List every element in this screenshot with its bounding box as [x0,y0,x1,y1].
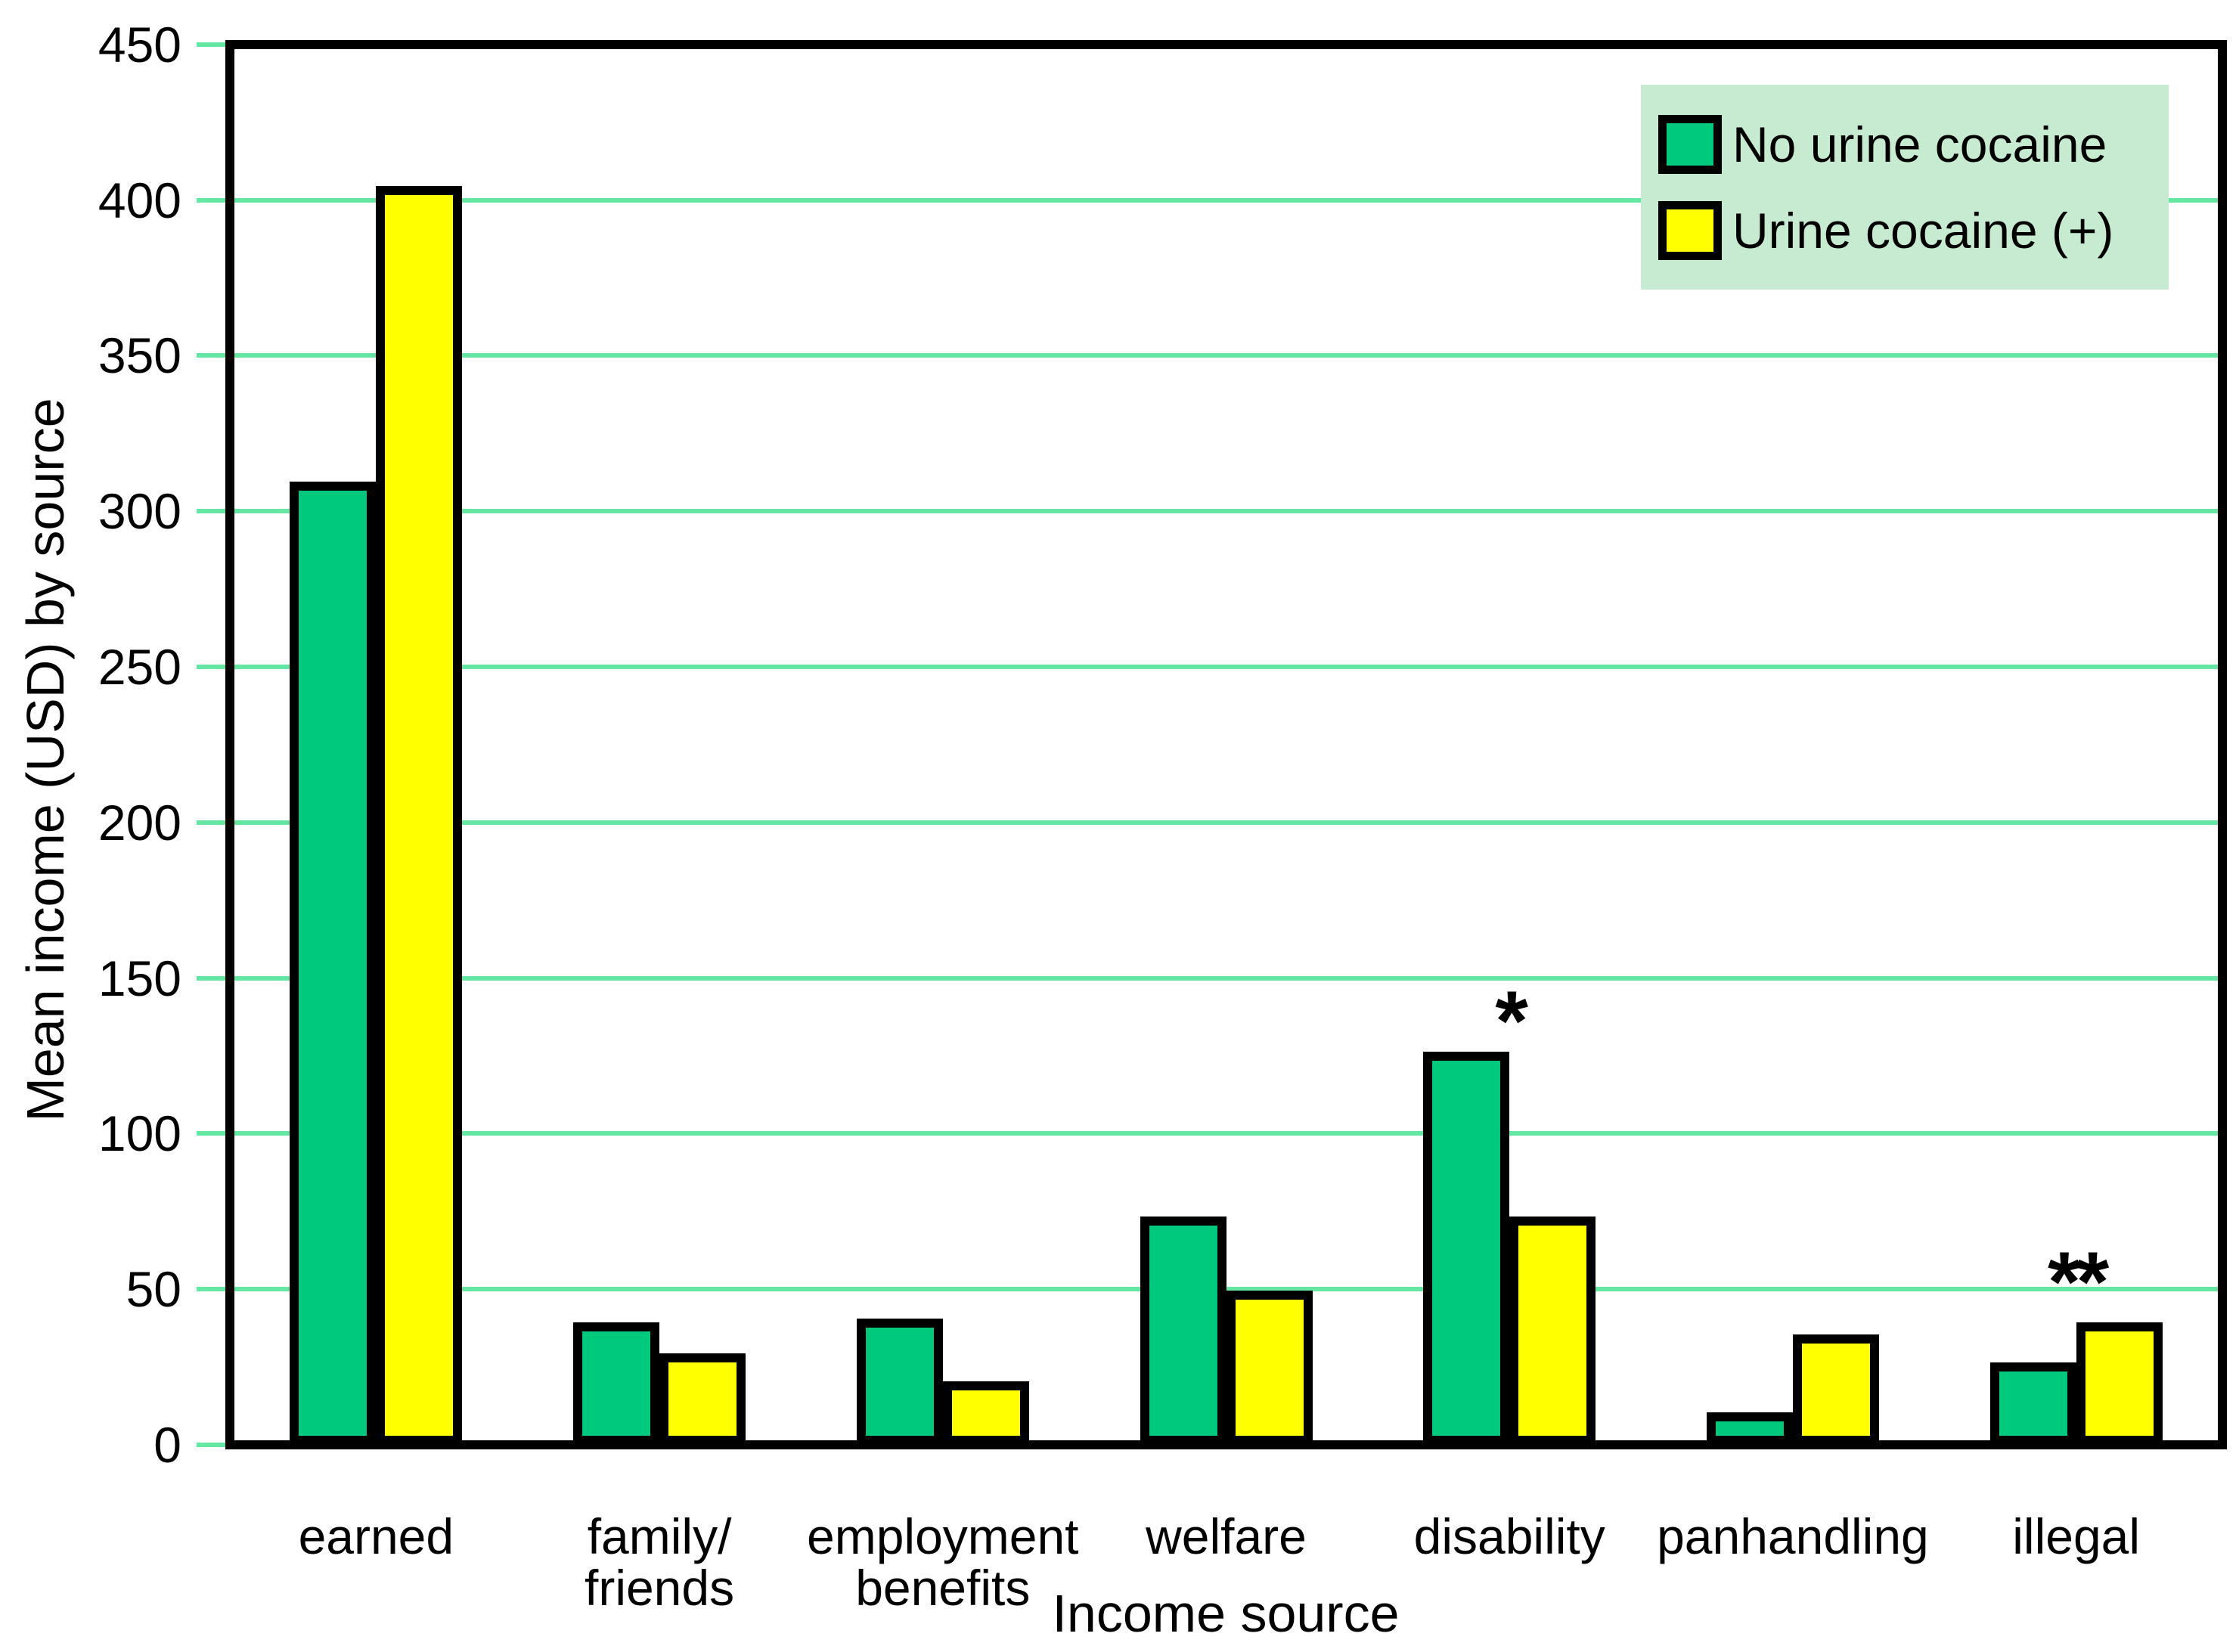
legend-item: No urine cocaine [1658,114,2169,174]
y-tick [197,1131,225,1136]
y-tick [197,1287,225,1292]
x-category-label: earned [298,1508,454,1564]
legend-swatch [1658,200,1722,260]
bar-yellow [942,1381,1029,1445]
bar-yellow [1226,1291,1313,1445]
x-axis-title: Income source [1052,1584,1400,1643]
bar-yellow [1509,1216,1596,1445]
y-tick-label: 250 [98,639,181,695]
gridline [234,1131,2218,1136]
y-tick [197,509,225,514]
legend-item: Urine cocaine (+) [1658,200,2169,260]
x-category-label: disability [1413,1508,1605,1564]
x-category-label: family/ friends [585,1508,735,1616]
legend-label: Urine cocaine (+) [1732,202,2114,259]
y-tick-label: 100 [98,1105,181,1162]
gridline [234,975,2218,981]
y-tick [197,353,225,358]
bar-green [290,482,377,1445]
y-tick-label: 50 [126,1261,181,1318]
x-category-label: illegal [2012,1508,2141,1564]
significance-marker: ** [2048,1235,2109,1330]
gridline [234,820,2218,825]
bar-yellow [659,1353,746,1445]
x-category-label: employment benefits [807,1508,1079,1616]
gridline [234,665,2218,669]
x-category-label: welfare [1146,1508,1307,1564]
gridline [234,197,2218,203]
y-tick-label: 200 [98,794,181,851]
bar-green [573,1322,660,1445]
y-tick [197,820,225,825]
legend-label: No urine cocaine [1732,116,2107,172]
bar-yellow [376,186,463,1445]
y-tick [197,1443,225,1447]
bar-yellow [2076,1322,2163,1445]
bar-green [1140,1216,1226,1445]
y-tick-label: 150 [98,950,181,1006]
legend: No urine cocaine Urine cocaine (+) [1641,85,2169,290]
bar-green [1706,1412,1793,1445]
gridline [234,1287,2218,1292]
y-tick-label: 300 [98,483,181,540]
gridline [234,509,2218,514]
y-tick [197,197,225,203]
bar-green [1423,1051,1510,1445]
y-tick-label: 0 [154,1417,181,1473]
y-tick [197,665,225,669]
bar-green [856,1319,943,1445]
y-tick-label: 400 [98,172,181,228]
x-category-label: panhandling [1657,1508,1929,1564]
significance-marker: * [1495,973,1528,1068]
gridline [234,353,2218,358]
y-tick [197,42,225,47]
y-tick-label: 450 [98,16,181,73]
legend-swatch [1658,114,1722,174]
y-tick [197,975,225,981]
bar-green [1989,1362,2076,1445]
bar-yellow [1792,1334,1879,1445]
y-tick-label: 350 [98,327,181,384]
